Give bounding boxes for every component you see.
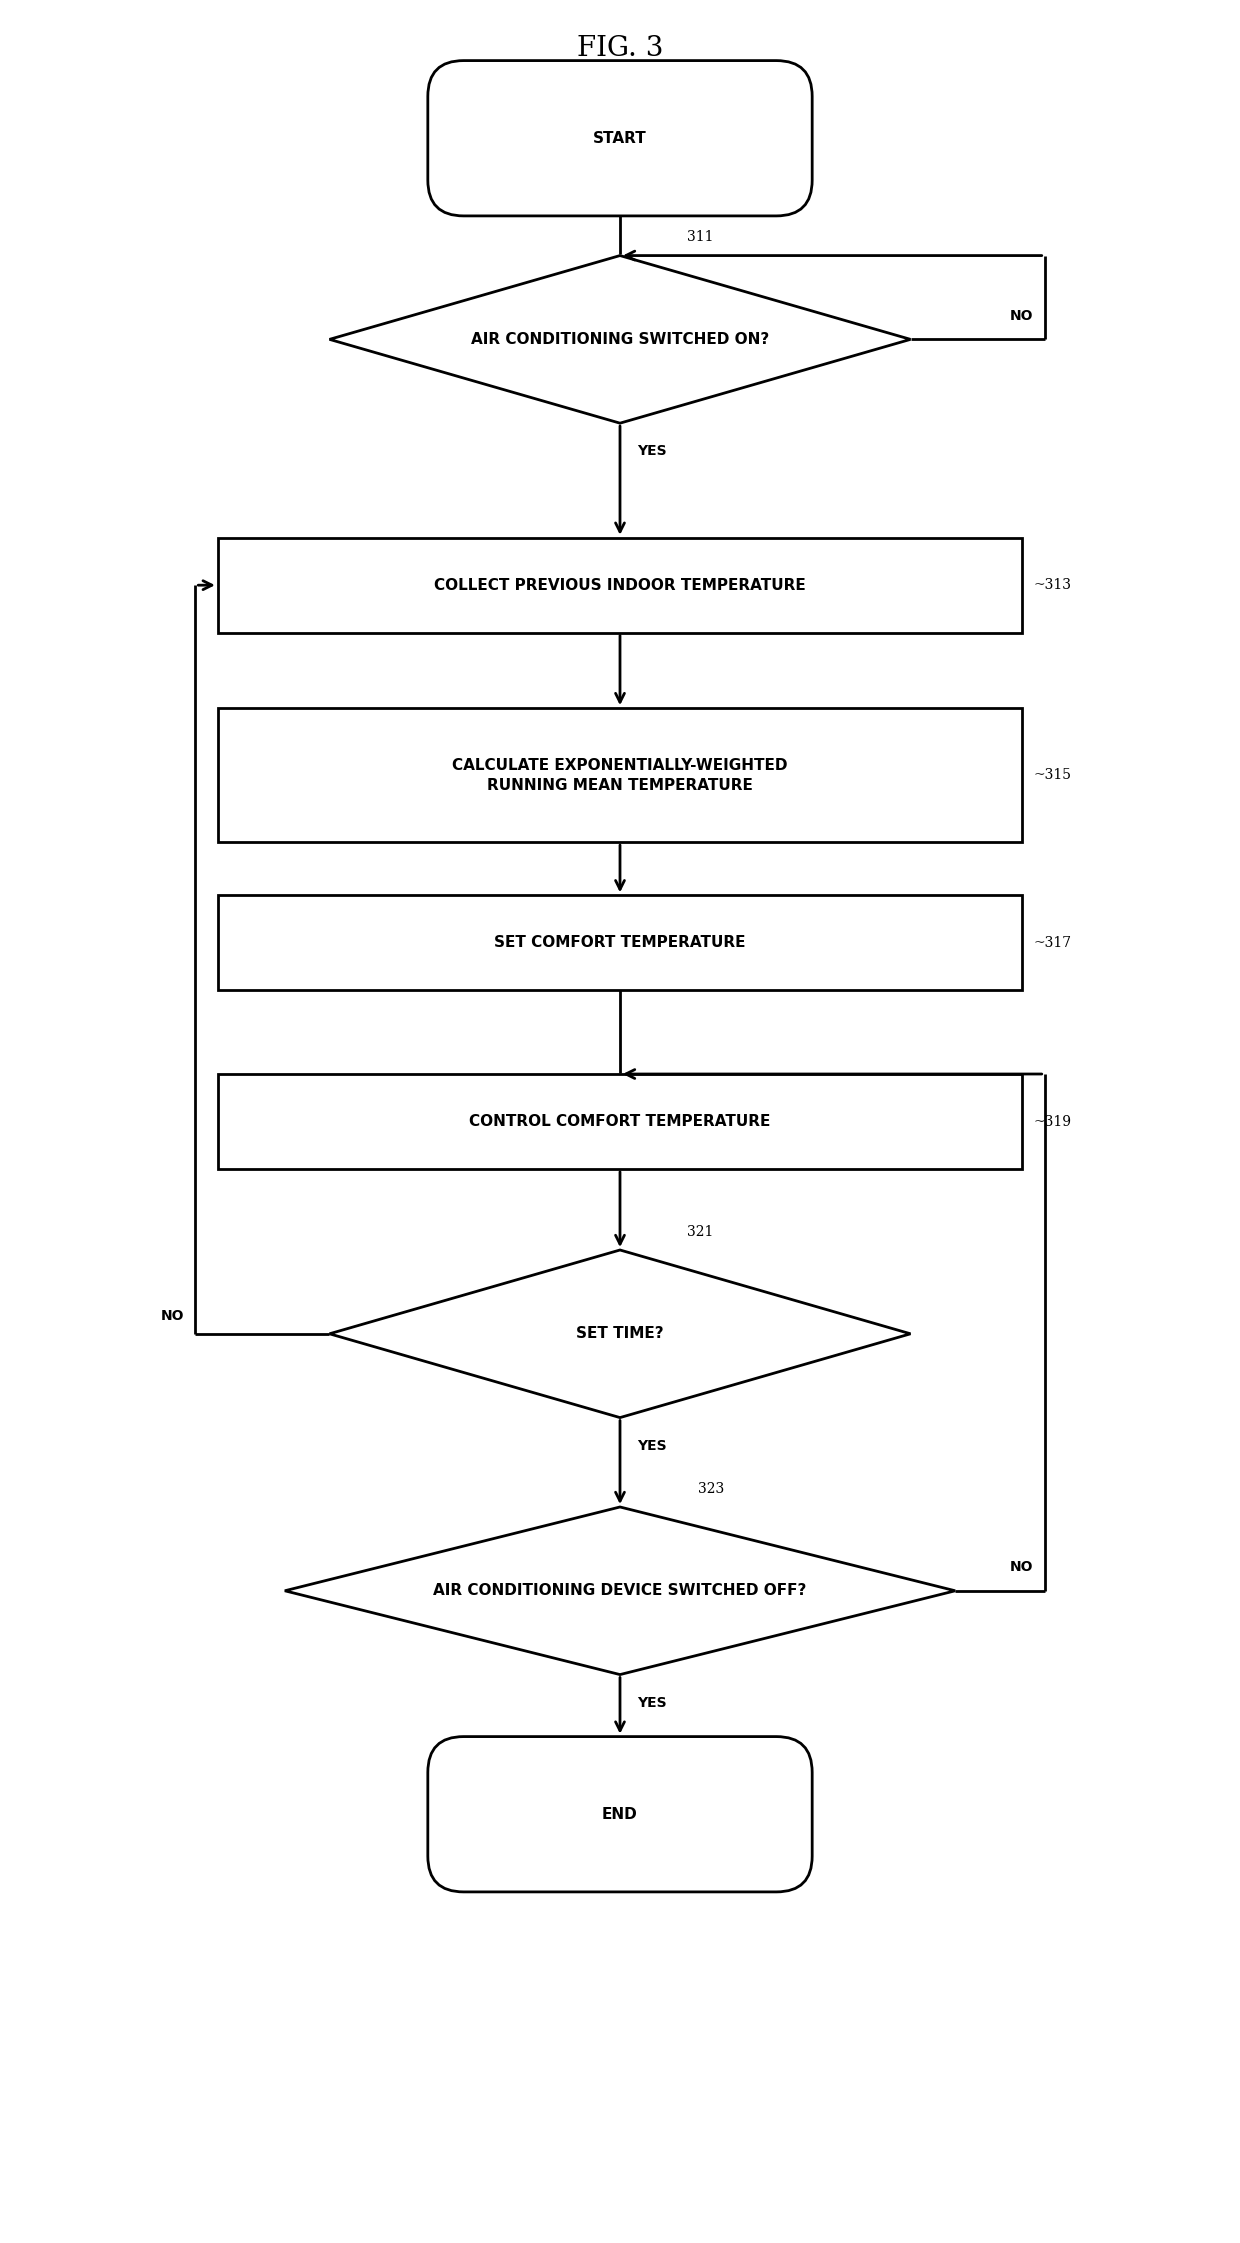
Text: COLLECT PREVIOUS INDOOR TEMPERATURE: COLLECT PREVIOUS INDOOR TEMPERATURE	[434, 579, 806, 592]
Text: ~317: ~317	[1033, 935, 1071, 949]
Text: SET TIME?: SET TIME?	[577, 1326, 663, 1341]
Text: YES: YES	[637, 444, 666, 458]
FancyBboxPatch shape	[428, 61, 812, 215]
Text: CALCULATE EXPONENTIALLY-WEIGHTED
RUNNING MEAN TEMPERATURE: CALCULATE EXPONENTIALLY-WEIGHTED RUNNING…	[453, 758, 787, 792]
Text: 321: 321	[687, 1225, 713, 1238]
Bar	[218, 538, 1022, 633]
Text: 311: 311	[687, 231, 713, 244]
Bar	[218, 895, 1022, 989]
Text: CONTROL COMFORT TEMPERATURE: CONTROL COMFORT TEMPERATURE	[469, 1115, 771, 1128]
Text: ~315: ~315	[1033, 767, 1071, 783]
Text: ~319: ~319	[1033, 1115, 1071, 1128]
Text: YES: YES	[637, 1438, 666, 1453]
Text: ~313: ~313	[1033, 579, 1071, 592]
Text: YES: YES	[637, 1696, 666, 1709]
Bar	[218, 1074, 1022, 1169]
Text: NO: NO	[1009, 1561, 1033, 1575]
Text: START: START	[593, 130, 647, 146]
Text: NO: NO	[1009, 310, 1033, 323]
Text: NO: NO	[161, 1308, 185, 1323]
Text: FIG. 3: FIG. 3	[577, 36, 663, 63]
FancyBboxPatch shape	[428, 1736, 812, 1891]
Polygon shape	[330, 256, 910, 424]
Text: AIR CONDITIONING SWITCHED ON?: AIR CONDITIONING SWITCHED ON?	[471, 332, 769, 348]
Polygon shape	[330, 1249, 910, 1418]
Text: 323: 323	[698, 1483, 724, 1496]
Bar	[218, 709, 1022, 841]
Text: END: END	[603, 1808, 637, 1821]
Text: AIR CONDITIONING DEVICE SWITCHED OFF?: AIR CONDITIONING DEVICE SWITCHED OFF?	[433, 1584, 807, 1599]
Text: SET COMFORT TEMPERATURE: SET COMFORT TEMPERATURE	[495, 935, 745, 951]
Polygon shape	[285, 1507, 955, 1676]
